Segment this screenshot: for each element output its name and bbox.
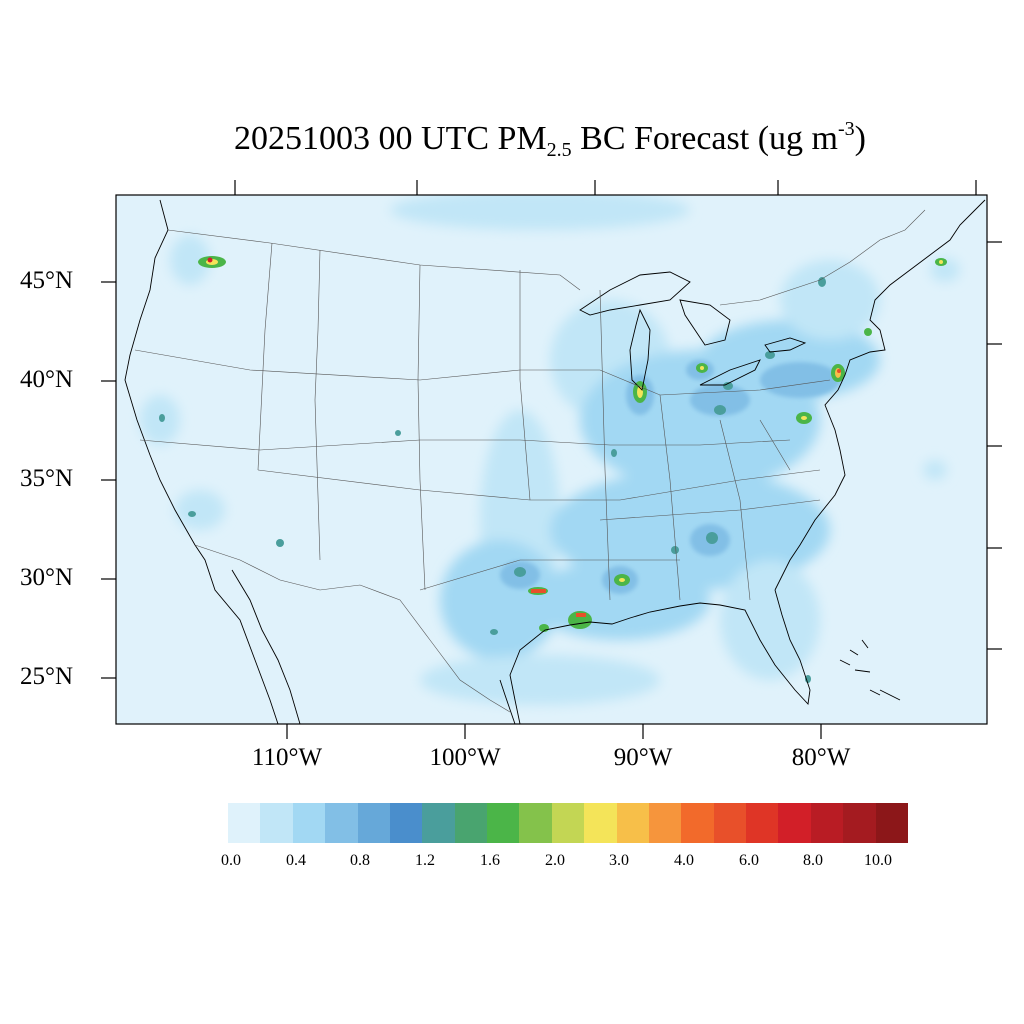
- colorbar-bin: [746, 803, 779, 843]
- east-coast: [774, 199, 986, 591]
- mexico-gulf: [499, 679, 516, 724]
- colorbar-bin: [487, 803, 520, 843]
- colorbar-bin: [616, 803, 649, 843]
- colorbar-bin: [551, 803, 585, 843]
- lon-label-110w: 110°W: [251, 744, 323, 771]
- title-superscript: -3: [837, 118, 855, 140]
- bahamas: [849, 639, 881, 696]
- map-frame: [115, 194, 988, 725]
- colorbar-bin: [713, 803, 746, 843]
- colorbar-label: 8.0: [803, 852, 823, 869]
- lat-label-35: 35°N: [20, 465, 74, 492]
- title-subscript: 2.5: [546, 139, 572, 161]
- colorbar-label: 3.0: [609, 852, 629, 869]
- meridian-lines: [257, 242, 791, 601]
- lat-label-45: 45°N: [20, 267, 74, 294]
- us-mexico-border: [194, 544, 511, 713]
- mid-plumes: [500, 360, 840, 594]
- gulf-coast: [509, 589, 811, 724]
- colorbar-label: 2.0: [545, 852, 565, 869]
- colorbar-bin: [648, 803, 682, 843]
- colorbar-bin: [454, 803, 487, 843]
- axis-ticks: [101, 180, 1002, 739]
- lake-michigan: [629, 308, 651, 391]
- title-suffix: ): [854, 120, 866, 157]
- west-coast: [124, 199, 279, 724]
- lat-label-30: 30°N: [20, 564, 74, 591]
- lon-label-100w: 100°W: [429, 744, 501, 771]
- colorbar-bin: [681, 803, 714, 843]
- colorbar-bin: [875, 803, 908, 843]
- lon-label-80w: 80°W: [791, 744, 851, 771]
- title-middle: BC Forecast (ug m: [571, 120, 838, 157]
- colorbar-bin: [325, 803, 358, 843]
- colorbar-label: 1.2: [415, 852, 435, 869]
- colorbar-label: 6.0: [739, 852, 759, 869]
- parallel-lines: [134, 349, 831, 591]
- coastlines: [124, 199, 986, 724]
- colorbar: [228, 803, 908, 843]
- colorbar-bin: [519, 803, 552, 843]
- colorbar-bin: [810, 803, 844, 843]
- colorbar-label: 0.4: [286, 852, 306, 869]
- baja-gulf: [231, 569, 301, 724]
- colorbar-bin: [260, 803, 293, 843]
- lake-ontario: [764, 337, 807, 353]
- lat-label-25: 25°N: [20, 663, 74, 690]
- colorbar-bin: [292, 803, 326, 843]
- colorbar-bin: [228, 803, 261, 843]
- colorbar-label: 0.0: [221, 852, 241, 869]
- lat-label-40: 40°N: [20, 366, 74, 393]
- colorbar-label: 4.0: [674, 852, 694, 869]
- colorbar-bin: [422, 803, 455, 843]
- great-lakes-superior: [579, 271, 691, 316]
- title-prefix: 20251003 00 UTC PM: [234, 120, 547, 157]
- colorbar-label: 0.8: [350, 852, 370, 869]
- concentration-field: [124, 195, 986, 724]
- state-borders: [134, 209, 926, 713]
- florida-keys: [839, 659, 901, 701]
- colorbar-bin: [584, 803, 617, 843]
- lake-huron: [679, 299, 731, 346]
- colorbar-bin: [843, 803, 876, 843]
- colorbar-label: 10.0: [864, 852, 892, 869]
- colorbar-bin: [357, 803, 390, 843]
- lon-label-90w: 90°W: [613, 744, 673, 771]
- colorbar-label: 1.6: [480, 852, 500, 869]
- colorbar-bin: [778, 803, 811, 843]
- map-title: 20251003 00 UTC PM2.5 BC Forecast (ug m-…: [0, 118, 1024, 162]
- colorbar-bin: [389, 803, 423, 843]
- lake-erie: [699, 359, 761, 386]
